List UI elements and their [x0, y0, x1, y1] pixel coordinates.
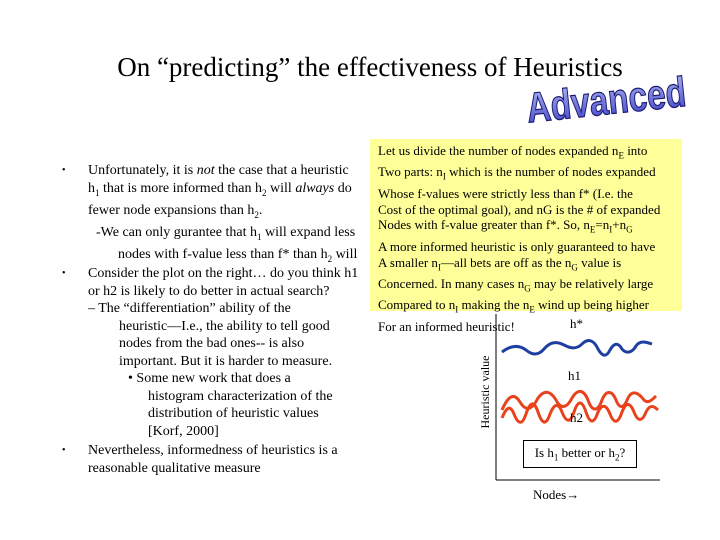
sub-sub-line: [Korf, 2000] — [148, 423, 219, 439]
bullet-3: • Nevertheless, informedness of heuristi… — [62, 442, 368, 477]
bullet-line: reasonable qualitative measure — [88, 460, 261, 476]
advanced-wordart-logo: Advanced — [524, 68, 689, 128]
slide-title: On “predicting” the effectiveness of Heu… — [117, 52, 623, 82]
note-line: Cost of the optimal goal), and nG is the… — [378, 201, 661, 217]
bullet-marker: • — [62, 445, 66, 456]
bullet-1: • Unfortunately, it is not the case that… — [62, 163, 358, 265]
hstar-line — [501, 339, 653, 357]
bullet-line: Nevertheless, informedness of heuristics… — [88, 443, 338, 458]
sub-sub-line: • Some new work that does a — [128, 371, 291, 386]
note-line: A more informed heuristic is only guaran… — [378, 238, 656, 254]
question-box: Is h1 better or h2? — [523, 440, 637, 468]
sub-sub-bullet: • Some new work that does a histogram ch… — [88, 370, 368, 440]
bullet-line: Consider the plot on the right… do you t… — [88, 266, 359, 281]
bullet-marker: • — [62, 268, 66, 279]
sub-sub-line: distribution of heuristic values — [148, 406, 319, 421]
svg-text:Advanced: Advanced — [524, 68, 688, 128]
hstar-label: h* — [570, 316, 583, 331]
note-box: Let us divide the number of nodes expand… — [370, 139, 682, 334]
bullet-2: • Consider the plot on the right… do you… — [62, 265, 368, 440]
sub-bullet: – The “differentiation” ability of the h… — [88, 300, 368, 370]
h1-label: h1 — [568, 368, 581, 383]
sub-sub-line: histogram characterization of the — [148, 388, 333, 404]
heuristic-plot — [495, 314, 660, 481]
bullet-line: or h2 is likely to do better in actual s… — [88, 283, 330, 299]
note-line: Whose f-values were strictly less than f… — [378, 185, 633, 201]
x-axis-label: Nodes→ — [533, 487, 580, 502]
note-line: For an informed heuristic! — [378, 318, 515, 334]
sub-line: – The “differentiation” ability of the — [88, 301, 291, 316]
h2-label: h2 — [570, 410, 583, 425]
h1-line — [500, 390, 658, 411]
y-axis-label: Heuristic value — [478, 355, 492, 429]
sub-line: nodes from the bad ones-- is also — [119, 336, 305, 351]
h2-wavy-line — [500, 401, 660, 424]
bullet-marker: • — [62, 165, 66, 176]
sub-line: important. But it is harder to measure. — [119, 353, 333, 369]
sub-line: heuristic—I.e., the ability to tell good — [119, 318, 330, 334]
